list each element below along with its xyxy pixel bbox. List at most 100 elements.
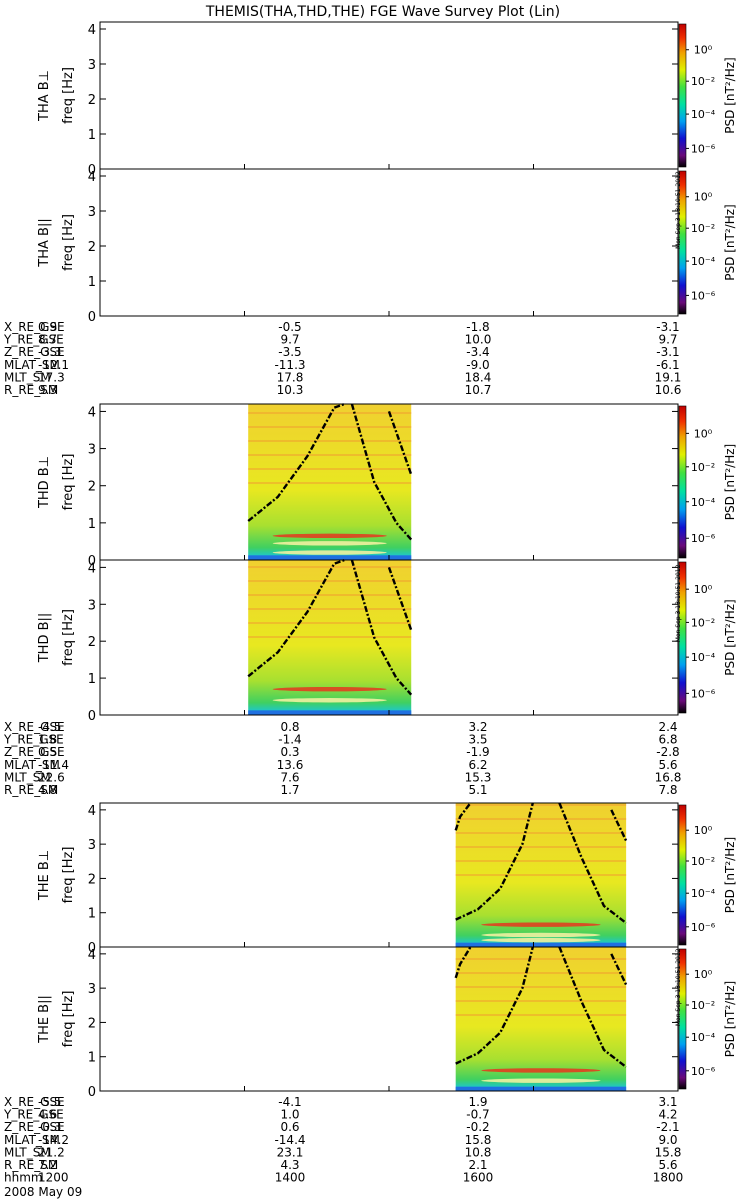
panel-4: 0 1 2 3 4 THE B⊥ freq [Hz] 10⁰ 10⁻² 10⁻⁴ 10⁻⁶ PSD […: [37, 802, 737, 956]
emission-band: [272, 533, 387, 539]
orbit-value: 13.6: [277, 758, 304, 772]
orbit-row-name: MLAT_SM: [4, 758, 60, 772]
colorbar-tick-label: 10⁻⁶: [691, 1065, 716, 1078]
orbit-value: 15.3: [465, 770, 492, 784]
orbit-value: 1.0: [280, 1108, 299, 1122]
spectral-stripes: [248, 404, 412, 490]
colorbar-tick-label: 10⁻²: [691, 222, 715, 235]
y-tick-label: 0: [88, 709, 96, 724]
colorbar-label: PSD [nT²/Hz]: [723, 57, 737, 133]
colorbar-tick-label: 10⁰: [694, 191, 713, 204]
orbit-row-name: MLAT_SM: [4, 1133, 60, 1147]
panel-frame: [99, 21, 679, 170]
orbit-value: 5.1: [468, 783, 487, 797]
colorbar-tick-label: 10⁻⁶: [691, 921, 716, 934]
spectral-stripes: [248, 560, 412, 646]
orbit-row-name: Z_RE_GSE: [4, 745, 65, 759]
gyrofrequency-curve: [350, 559, 413, 696]
orbit-value: -3.3: [38, 345, 61, 359]
colorbar-tick-label: 10⁰: [694, 968, 713, 981]
colorbar-tick-label: 10⁻⁶: [691, 142, 716, 155]
panel-label: THA B⊥: [37, 70, 52, 122]
orbit-row-name: R_RE_SM: [4, 1158, 58, 1172]
y-tick-label: 4: [88, 948, 96, 963]
orbit-value: -0.5: [278, 320, 301, 334]
low-freq-band: [248, 710, 412, 715]
y-tick-label: 3: [88, 598, 96, 613]
orbit-value: 2.1: [468, 1158, 487, 1172]
orbit-row-name: Z_RE_GSE: [4, 345, 65, 359]
emission-band: [481, 922, 601, 927]
y-tick-label: 1: [88, 128, 96, 143]
orbit-value: 1.9: [468, 1095, 487, 1109]
gyrofrequency-curve: [455, 802, 534, 921]
y-tick-label: 4: [88, 804, 96, 819]
y-tick-label: 0: [88, 310, 96, 325]
emission-band: [272, 698, 387, 703]
emission-band: [481, 1078, 601, 1083]
colorbar-tick-label: 10⁻⁶: [691, 532, 716, 545]
orbit-value: 0.6: [280, 1120, 299, 1134]
orbit-value: 9.3: [38, 383, 57, 397]
orbit-value: 15.8: [655, 1145, 682, 1159]
orbit-value: 9.7: [658, 333, 677, 347]
orbit-value: -3.4: [466, 345, 489, 359]
spectral-stripes: [455, 947, 627, 1027]
orbit-row-name: X_RE_GSE: [4, 720, 65, 734]
y-tick-label: 1: [88, 275, 96, 290]
colorbar-tick-label: 10⁻⁴: [691, 1031, 716, 1044]
orbit-value: 10.3: [277, 383, 304, 397]
colorbar-label: PSD [nT²/Hz]: [723, 204, 737, 280]
orbit-value: 2.4: [658, 720, 677, 734]
y-tick-label: 4: [88, 405, 96, 420]
gyrofrequency-curve: [247, 402, 345, 522]
orbit-value: 5.6: [658, 758, 677, 772]
orbit-value: -0.7: [466, 1108, 489, 1122]
colorbar-label: PSD [nT²/Hz]: [723, 599, 737, 675]
panel-0: 0 1 2 3 4 THA B⊥ freq [Hz] 10⁰ 10⁻² 10⁻⁴ 10⁻⁶ PSD […: [37, 21, 737, 178]
panel-5: 0 1 2 3 4 THE B|| freq [Hz] 10⁰ 10⁻² 10⁻⁴ 10⁻⁶ PSD …: [37, 946, 737, 1100]
orbit-value: -1.9: [466, 745, 489, 759]
emission-band: [481, 1068, 601, 1073]
colorbar: [678, 23, 687, 168]
emission-band: [272, 686, 387, 692]
colorbar-tick-label: 10⁻⁶: [691, 687, 716, 700]
colorbar: [678, 561, 687, 714]
y-tick-label: 2: [88, 93, 96, 108]
colorbar-tick-label: 10⁰: [694, 427, 713, 440]
colorbar-tick-label: 10⁻²: [691, 616, 715, 629]
gyrofrequency-curve: [387, 566, 413, 631]
orbit-value: -6.1: [656, 358, 679, 372]
y-tick-label: 4: [88, 561, 96, 576]
orbit-value: 3.5: [468, 733, 487, 747]
orbit-value: -11.3: [274, 358, 305, 372]
freq-axis-label: freq [Hz]: [61, 847, 76, 904]
orbit-value: 0.3: [280, 745, 299, 759]
orbit-value: -9.0: [466, 358, 489, 372]
orbit-value: -2.1: [656, 1120, 679, 1134]
panel-3: 0 1 2 3 4 THD B|| freq [Hz] 10⁰ 10⁻² 10⁻⁴ 10⁻⁶ PSD …: [37, 558, 737, 724]
orbit-value: 10.8: [465, 1145, 492, 1159]
colorbar-tick-label: 10⁰: [694, 824, 713, 837]
orbit-value: 19.1: [655, 370, 682, 384]
orbit-value: -0.2: [466, 1120, 489, 1134]
orbit-value: -4.1: [278, 1095, 301, 1109]
panel-1: 0 1 2 3 4 THA B|| freq [Hz] 10⁰ 10⁻² 10⁻⁴ 10⁻⁶ PSD …: [37, 168, 737, 325]
colorbar: [678, 804, 687, 946]
gyrofrequency-curve: [454, 802, 472, 831]
orbit-value: 23.1: [277, 1145, 304, 1159]
y-tick-label: 2: [88, 240, 96, 255]
orbit-value: 7.8: [658, 783, 677, 797]
orbit-value: 0.9: [38, 320, 57, 334]
timestamp-stamp: Mon Sep 3 13:10:51 2012: [675, 564, 682, 642]
gyrofrequency-curve: [610, 809, 628, 842]
colorbar-label: PSD [nT²/Hz]: [723, 981, 737, 1057]
orbit-value: -3.1: [656, 345, 679, 359]
orbit-value: -3.5: [278, 345, 301, 359]
emission-band: [481, 932, 601, 938]
colorbar-tick-label: 10⁻²: [691, 75, 715, 88]
